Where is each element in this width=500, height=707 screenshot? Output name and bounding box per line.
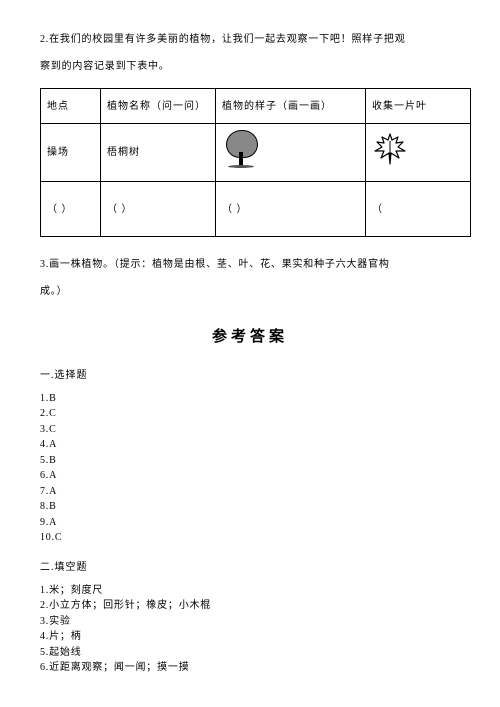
list-item: 4.片；柄 [40, 629, 460, 645]
q2-line1: 2.在我们的校园里有许多美丽的植物，让我们一起去观察一下吧！照样子把观 [40, 30, 460, 49]
observation-table: 地点 植物名称（问一问） 植物的样子（画一画） 收集一片叶 操场 梧桐树 [40, 88, 471, 237]
list-item: 6.A [40, 468, 460, 484]
section-choice-head: 一.选择题 [40, 366, 460, 385]
cell-leaf-2: （ [366, 182, 471, 237]
list-item: 6.近距离观察；闻一闻；摸一摸 [40, 660, 460, 676]
cell-leaf-1 [366, 124, 471, 182]
q3-line2: 成。） [40, 282, 460, 301]
cell-location-2: （ ） [41, 182, 101, 237]
list-item: 1.米；刻度尺 [40, 583, 460, 599]
th-leaf: 收集一片叶 [366, 89, 471, 124]
list-item: 5.B [40, 453, 460, 469]
table-row: 操场 梧桐树 [41, 124, 471, 182]
maple-leaf-icon [372, 131, 408, 167]
list-item: 7.A [40, 484, 460, 500]
answers-title: 参考答案 [40, 323, 460, 352]
page-root: { "q2": { "text_line1": "2.在我们的校园里有许多美丽的… [0, 0, 500, 707]
list-item: 3.实验 [40, 614, 460, 630]
cell-location-1: 操场 [41, 124, 101, 182]
table-row: （ ） （ ） （ ） （ [41, 182, 471, 237]
cell-name-2: （ ） [101, 182, 216, 237]
cell-drawing-1 [216, 124, 366, 182]
q3-line1: 3.画一株植物。（提示：植物是由根、茎、叶、花、果实和种子六大器官构 [40, 255, 460, 274]
list-item: 2.小立方体；回形针；橡皮；小木棍 [40, 598, 460, 614]
list-item: 3.C [40, 422, 460, 438]
list-item: 4.A [40, 437, 460, 453]
list-item: 1.B [40, 391, 460, 407]
list-item: 2.C [40, 406, 460, 422]
th-plantname: 植物名称（问一问） [101, 89, 216, 124]
table-header-row: 地点 植物名称（问一问） 植物的样子（画一画） 收集一片叶 [41, 89, 471, 124]
list-item: 8.B [40, 499, 460, 515]
cell-drawing-2: （ ） [216, 182, 366, 237]
th-location: 地点 [41, 89, 101, 124]
list-item: 5.起始线 [40, 645, 460, 661]
th-drawing: 植物的样子（画一画） [216, 89, 366, 124]
choice-answers: 1.B 2.C 3.C 4.A 5.B 6.A 7.A 8.B 9.A 10.C [40, 391, 460, 546]
tree-icon [222, 130, 260, 168]
list-item: 9.A [40, 515, 460, 531]
fill-answers: 1.米；刻度尺 2.小立方体；回形针；橡皮；小木棍 3.实验 4.片；柄 5.起… [40, 583, 460, 676]
list-item: 10.C [40, 530, 460, 546]
q2-line2: 察到的内容记录到下表中。 [40, 57, 460, 76]
section-fill-head: 二.填空题 [40, 558, 460, 577]
cell-name-1: 梧桐树 [101, 124, 216, 182]
